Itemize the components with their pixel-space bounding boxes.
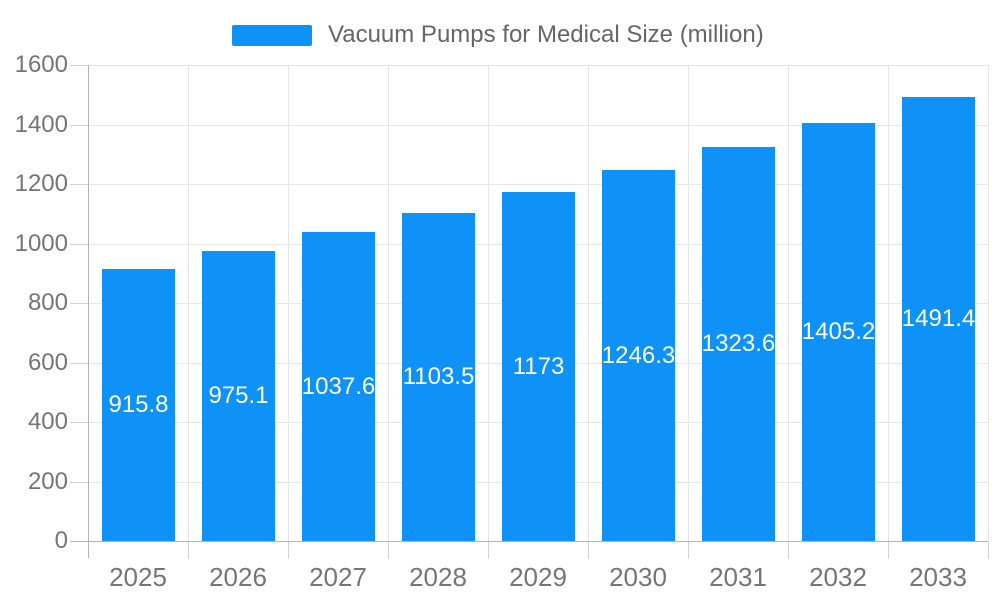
bar-value-label: 1491.4 — [901, 305, 976, 332]
gridline-vertical — [288, 65, 289, 541]
y-axis-label: 800 — [27, 289, 68, 316]
y-axis-tick-mark — [70, 422, 88, 423]
y-axis-tick-mark — [70, 303, 88, 304]
bar-2030[interactable]: 1246.3 — [602, 170, 675, 541]
x-axis-label: 2029 — [509, 562, 567, 592]
bar-value-label: 1405.2 — [801, 318, 876, 345]
bar-2029[interactable]: 1173 — [502, 192, 575, 541]
x-axis-tick-mark — [488, 542, 489, 559]
gridline-vertical — [588, 65, 589, 541]
gridline-horizontal — [88, 65, 988, 66]
x-axis-label: 2027 — [309, 562, 367, 592]
x-axis-label: 2026 — [209, 562, 267, 592]
bar-value-label: 915.8 — [108, 391, 169, 418]
y-axis-label: 1600 — [14, 51, 68, 78]
gridline-vertical — [988, 65, 989, 541]
gridline-vertical — [888, 65, 889, 541]
bar-value-label: 975.1 — [208, 382, 269, 409]
gridline-horizontal — [88, 184, 988, 185]
x-axis-label: 2025 — [109, 562, 167, 592]
legend-item[interactable]: Vacuum Pumps for Medical Size (million) — [232, 22, 764, 48]
gridline-vertical — [488, 65, 489, 541]
x-axis-label: 2030 — [609, 562, 667, 592]
gridline-vertical — [788, 65, 789, 541]
gridline-vertical — [388, 65, 389, 541]
bar-value-label: 1037.6 — [301, 372, 376, 400]
x-axis-tick-mark — [688, 542, 689, 559]
y-axis-tick-mark — [70, 482, 88, 483]
x-axis-line — [70, 541, 988, 542]
bar-2026[interactable]: 975.1 — [202, 251, 275, 541]
bar-value-label: 1246.3 — [601, 341, 676, 369]
y-axis-label: 1000 — [14, 230, 68, 257]
y-axis-tick-mark — [70, 363, 88, 364]
y-axis-tick-mark — [70, 65, 88, 66]
y-axis-tick-mark — [70, 125, 88, 126]
bar-2025[interactable]: 915.8 — [102, 269, 175, 541]
y-axis-label: 0 — [54, 527, 68, 554]
legend-label: Vacuum Pumps for Medical Size (million) — [328, 21, 764, 48]
x-axis-label: 2031 — [709, 562, 767, 592]
x-axis-label: 2032 — [809, 562, 867, 592]
bar-value-label: 1323.6 — [701, 330, 776, 357]
x-axis-tick-mark — [888, 542, 889, 559]
bar-2028[interactable]: 1103.5 — [402, 213, 475, 541]
x-axis-tick-mark — [988, 542, 989, 559]
x-axis-tick-mark — [388, 542, 389, 559]
legend-swatch — [232, 24, 312, 46]
gridline-vertical — [688, 65, 689, 541]
x-axis-tick-mark — [588, 542, 589, 559]
x-axis-tick-mark — [188, 542, 189, 559]
bar-2031[interactable]: 1323.6 — [702, 147, 775, 541]
y-axis-label: 600 — [27, 349, 68, 376]
x-axis-tick-mark — [288, 542, 289, 559]
bar-2033[interactable]: 1491.4 — [902, 97, 975, 541]
y-axis-tick-mark — [70, 184, 88, 185]
x-axis-label: 2028 — [409, 562, 467, 592]
y-axis-label: 1200 — [14, 170, 68, 197]
y-axis-label: 400 — [27, 408, 68, 435]
x-axis-label: 2033 — [909, 562, 967, 592]
bar-2032[interactable]: 1405.2 — [802, 123, 875, 541]
bar-value-label: 1173 — [512, 352, 565, 380]
y-axis-label: 1400 — [14, 111, 68, 138]
x-axis-tick-mark — [788, 542, 789, 559]
y-axis-label: 200 — [27, 468, 68, 495]
gridline-vertical — [188, 65, 189, 541]
y-axis-tick-mark — [70, 244, 88, 245]
y-axis-line — [88, 65, 89, 558]
bar-value-label: 1103.5 — [402, 363, 475, 390]
bar-2027[interactable]: 1037.6 — [302, 232, 375, 541]
gridline-horizontal — [88, 125, 988, 126]
